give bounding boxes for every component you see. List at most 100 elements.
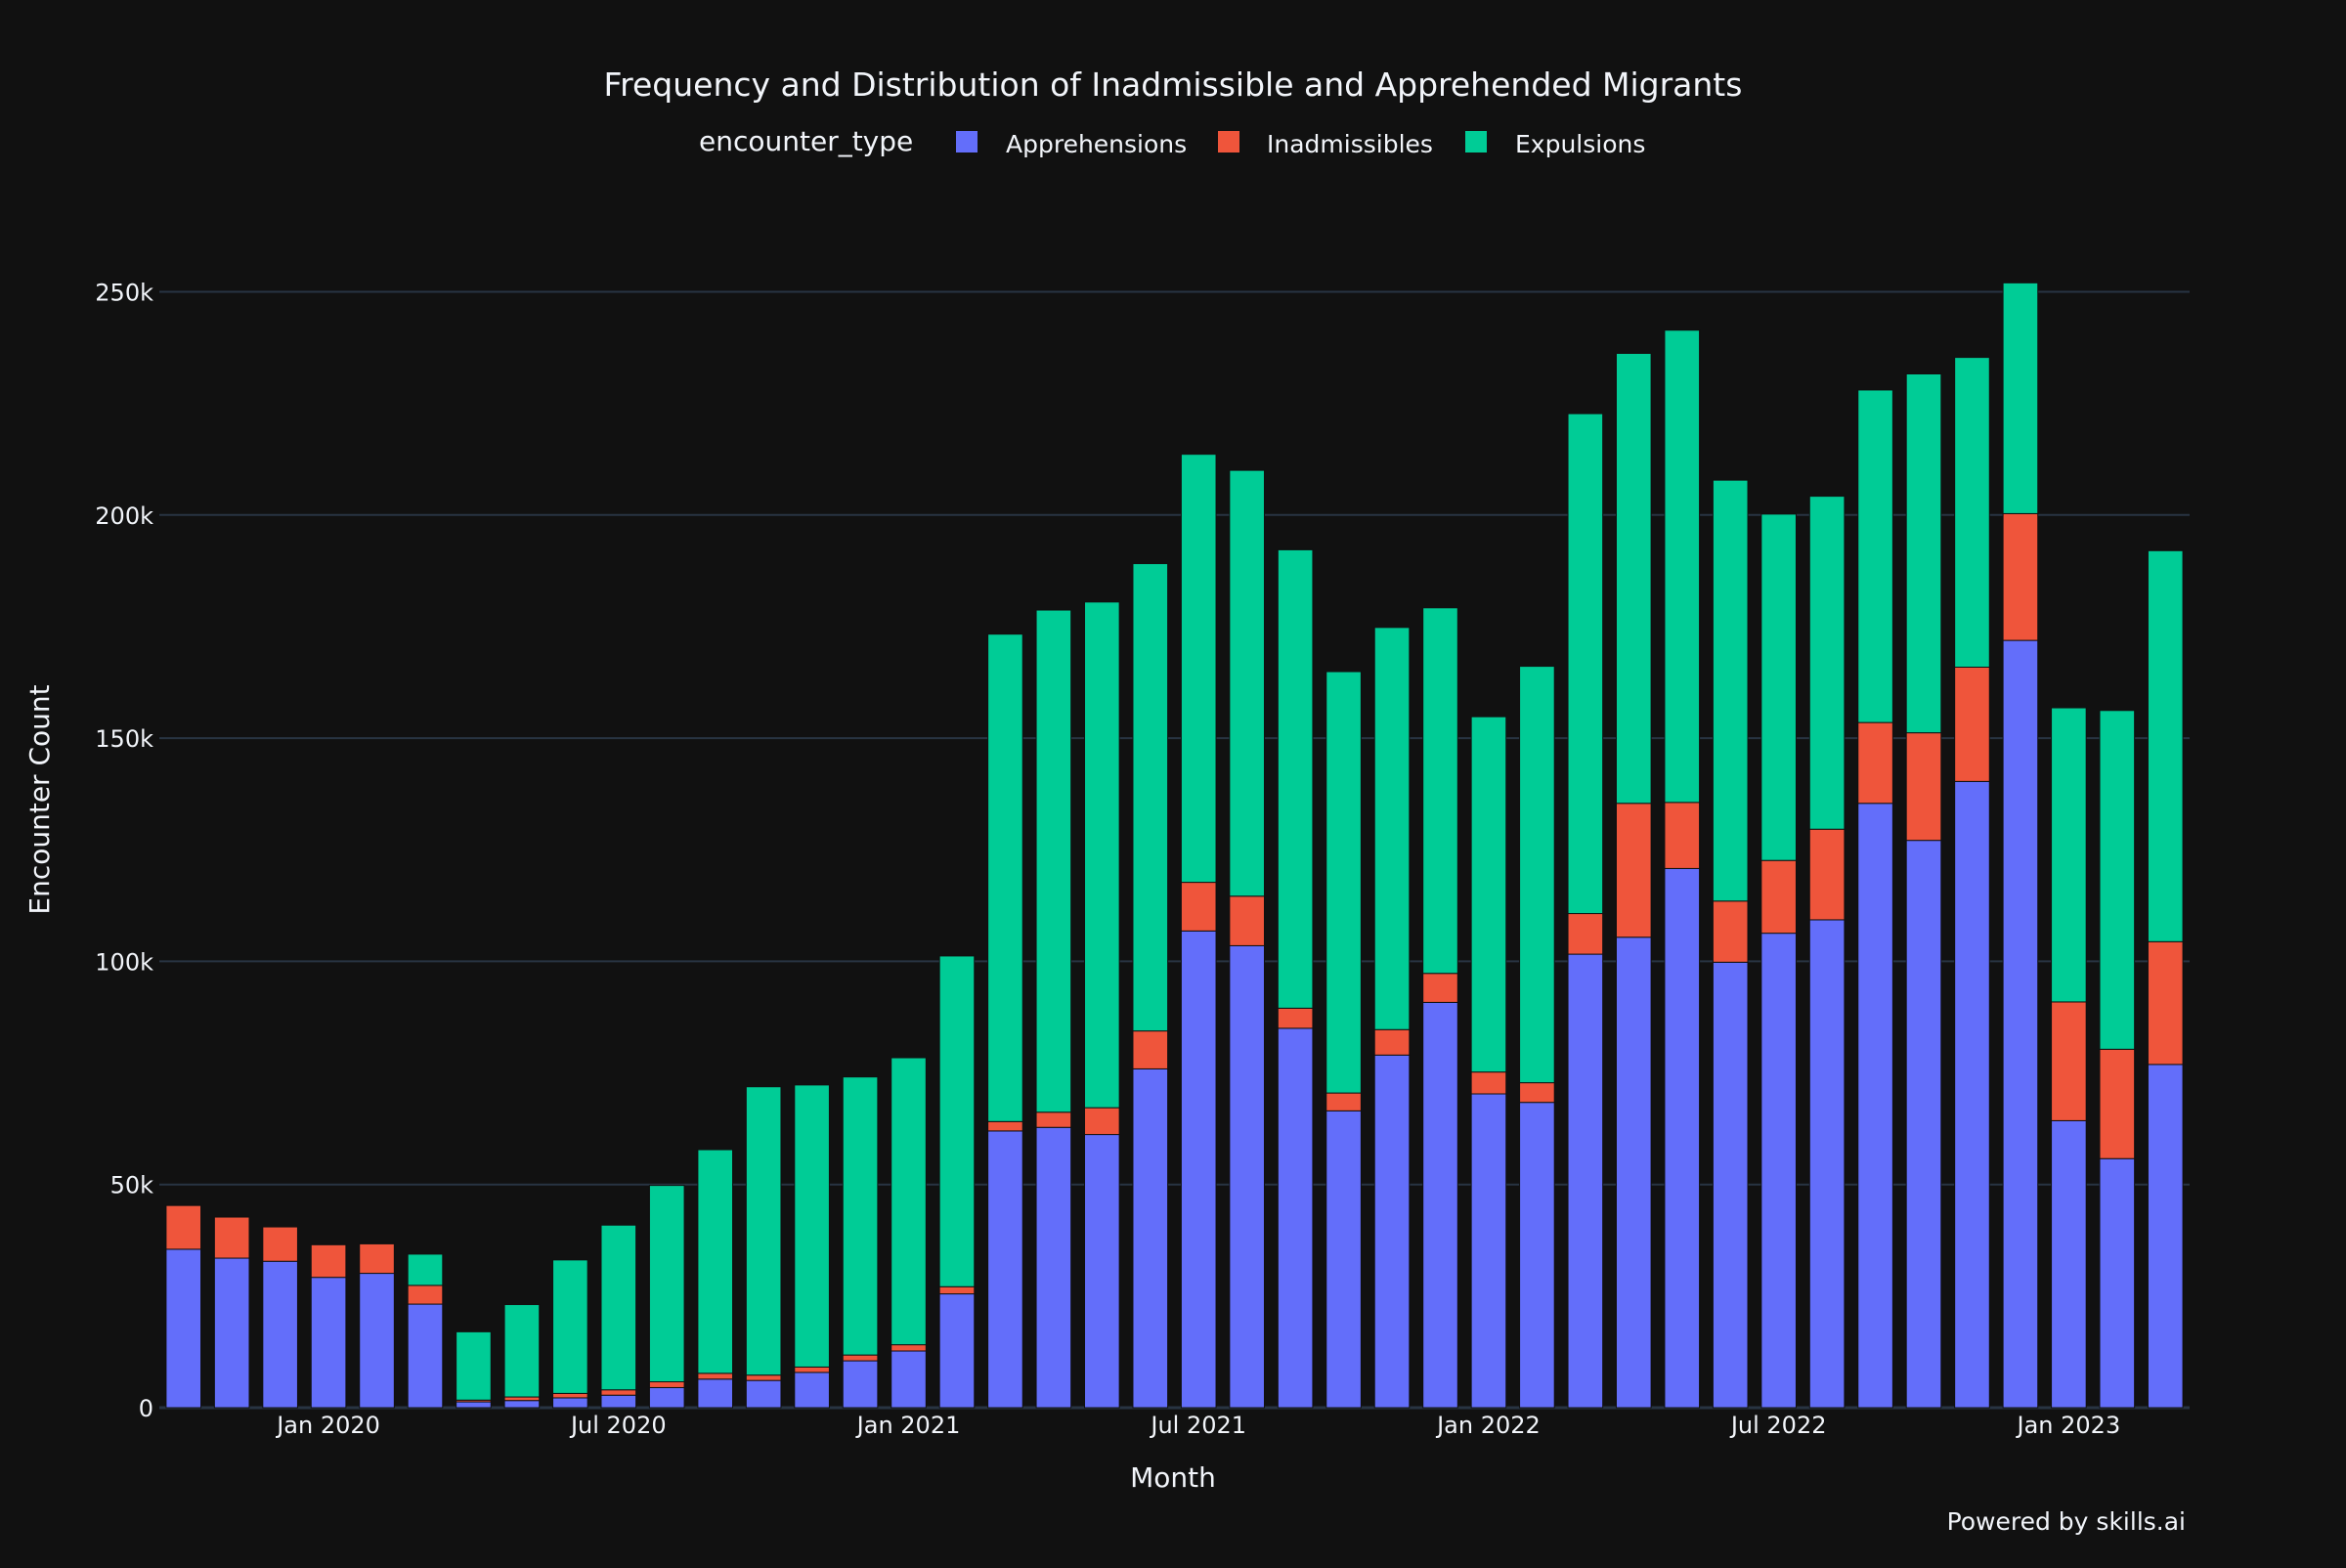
bar-inadmissibles[interactable] — [1035, 1111, 1072, 1128]
bar-inadmissibles[interactable] — [2002, 512, 2039, 641]
bar-expulsions[interactable] — [891, 1057, 927, 1346]
bar-stack[interactable] — [1422, 607, 1458, 1409]
bar-inadmissibles[interactable] — [1905, 732, 1942, 842]
bar-inadmissibles[interactable] — [1615, 803, 1652, 938]
bar-expulsions[interactable] — [407, 1253, 444, 1286]
bar-apprehensions[interactable] — [987, 1130, 1023, 1409]
bar-inadmissibles[interactable] — [165, 1204, 202, 1250]
bar-expulsions[interactable] — [1180, 454, 1217, 884]
bar-apprehensions[interactable] — [1808, 919, 1846, 1409]
bar-apprehensions[interactable] — [503, 1400, 541, 1409]
bar-apprehensions[interactable] — [1567, 953, 1604, 1409]
bar-stack[interactable] — [407, 1253, 444, 1409]
bar-expulsions[interactable] — [987, 633, 1023, 1122]
bar-apprehensions[interactable] — [1905, 840, 1942, 1409]
bar-apprehensions[interactable] — [1277, 1027, 1314, 1409]
legend-item-apprehensions[interactable]: Apprehensions — [956, 130, 1187, 158]
bar-apprehensions[interactable] — [1035, 1126, 1072, 1409]
bar-apprehensions[interactable] — [1664, 867, 1701, 1409]
bar-expulsions[interactable] — [1229, 469, 1265, 897]
bar-apprehensions[interactable] — [1712, 961, 1749, 1409]
bar-apprehensions[interactable] — [456, 1401, 492, 1409]
bar-expulsions[interactable] — [794, 1084, 830, 1368]
bar-inadmissibles[interactable] — [2051, 1001, 2087, 1121]
bar-expulsions[interactable] — [600, 1224, 637, 1391]
bar-apprehensions[interactable] — [407, 1303, 444, 1409]
bar-inadmissibles[interactable] — [1519, 1082, 1555, 1104]
bar-stack[interactable] — [262, 1226, 298, 1409]
bar-apprehensions[interactable] — [745, 1379, 782, 1409]
bar-stack[interactable] — [165, 1204, 202, 1409]
bar-apprehensions[interactable] — [1422, 1001, 1458, 1409]
bar-stack[interactable] — [213, 1216, 250, 1409]
bar-stack[interactable] — [2147, 549, 2184, 1409]
legend-item-inadmissibles[interactable]: Inadmissibles — [1218, 130, 1433, 158]
bar-expulsions[interactable] — [1664, 329, 1701, 804]
bar-stack[interactable] — [648, 1185, 685, 1409]
bar-expulsions[interactable] — [1325, 671, 1362, 1094]
bar-stack[interactable] — [310, 1243, 347, 1409]
bar-inadmissibles[interactable] — [552, 1392, 588, 1399]
bar-inadmissibles[interactable] — [794, 1366, 830, 1373]
bar-expulsions[interactable] — [1519, 666, 1555, 1084]
bar-inadmissibles[interactable] — [938, 1285, 976, 1295]
bar-expulsions[interactable] — [1035, 609, 1072, 1113]
bar-expulsions[interactable] — [697, 1149, 734, 1374]
bar-apprehensions[interactable] — [359, 1273, 395, 1409]
bar-apprehensions[interactable] — [842, 1360, 879, 1409]
bar-apprehensions[interactable] — [1132, 1067, 1169, 1409]
bar-expulsions[interactable] — [1567, 413, 1604, 915]
bar-stack[interactable] — [1229, 469, 1265, 1409]
bar-stack[interactable] — [1035, 609, 1072, 1409]
bar-expulsions[interactable] — [842, 1076, 879, 1356]
bar-inadmissibles[interactable] — [1229, 895, 1265, 946]
bar-apprehensions[interactable] — [1615, 936, 1652, 1409]
bar-inadmissibles[interactable] — [891, 1344, 927, 1352]
bar-stack[interactable] — [1615, 353, 1652, 1409]
bar-apprehensions[interactable] — [697, 1378, 734, 1409]
powered-by-credit[interactable]: Powered by skills.ai — [1947, 1507, 2186, 1536]
bar-inadmissibles[interactable] — [745, 1374, 782, 1381]
bar-stack[interactable] — [2099, 710, 2136, 1409]
bar-apprehensions[interactable] — [600, 1394, 637, 1409]
bar-stack[interactable] — [1905, 373, 1942, 1409]
bar-expulsions[interactable] — [745, 1086, 782, 1376]
bar-expulsions[interactable] — [1760, 513, 1797, 861]
bar-stack[interactable] — [456, 1330, 492, 1409]
bar-inadmissibles[interactable] — [1712, 900, 1749, 963]
bar-apprehensions[interactable] — [2147, 1064, 2184, 1409]
bar-expulsions[interactable] — [2051, 707, 2087, 1003]
bar-inadmissibles[interactable] — [1180, 882, 1217, 932]
bar-stack[interactable] — [503, 1304, 541, 1409]
bar-inadmissibles[interactable] — [1664, 802, 1701, 869]
bar-inadmissibles[interactable] — [1422, 973, 1458, 1003]
bar-apprehensions[interactable] — [648, 1386, 685, 1409]
bar-stack[interactable] — [1567, 413, 1604, 1409]
bar-apprehensions[interactable] — [262, 1260, 298, 1409]
bar-inadmissibles[interactable] — [1808, 828, 1846, 921]
legend[interactable]: encounter_type Apprehensions Inadmissibl… — [699, 125, 1645, 158]
bar-apprehensions[interactable] — [1229, 944, 1265, 1409]
bar-apprehensions[interactable] — [2002, 639, 2039, 1409]
bar-expulsions[interactable] — [1132, 563, 1169, 1032]
bar-expulsions[interactable] — [938, 955, 976, 1287]
bar-inadmissibles[interactable] — [1084, 1107, 1120, 1136]
bar-expulsions[interactable] — [1084, 601, 1120, 1109]
bar-stack[interactable] — [891, 1057, 927, 1409]
bar-inadmissibles[interactable] — [310, 1243, 347, 1279]
bar-inadmissibles[interactable] — [213, 1216, 250, 1259]
bar-stack[interactable] — [1664, 329, 1701, 1409]
bar-stack[interactable] — [938, 955, 976, 1409]
bar-expulsions[interactable] — [503, 1304, 541, 1398]
bar-inadmissibles[interactable] — [1373, 1028, 1411, 1056]
bar-inadmissibles[interactable] — [1325, 1092, 1362, 1111]
bar-inadmissibles[interactable] — [600, 1389, 637, 1396]
bar-inadmissibles[interactable] — [1760, 859, 1797, 935]
bar-expulsions[interactable] — [648, 1185, 685, 1383]
bar-apprehensions[interactable] — [1325, 1110, 1362, 1409]
bar-apprehensions[interactable] — [2051, 1119, 2087, 1409]
bar-stack[interactable] — [794, 1084, 830, 1409]
bar-stack[interactable] — [1325, 671, 1362, 1409]
bar-stack[interactable] — [1760, 513, 1797, 1409]
bar-inadmissibles[interactable] — [987, 1120, 1023, 1132]
